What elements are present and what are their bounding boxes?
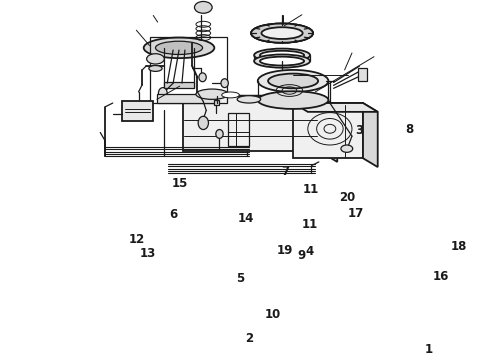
Polygon shape	[363, 103, 378, 167]
Ellipse shape	[251, 23, 313, 43]
Bar	[149, 37, 227, 103]
Text: 13: 13	[140, 247, 156, 260]
Ellipse shape	[254, 49, 310, 62]
Polygon shape	[319, 96, 337, 162]
Text: 17: 17	[347, 207, 364, 220]
Text: 12: 12	[128, 233, 145, 247]
Text: 20: 20	[340, 191, 356, 204]
Ellipse shape	[144, 37, 214, 58]
Polygon shape	[183, 96, 319, 151]
Text: 5: 5	[236, 272, 244, 285]
Ellipse shape	[268, 73, 318, 88]
Bar	[228, 113, 249, 146]
Text: 15: 15	[172, 177, 188, 190]
Text: 6: 6	[170, 208, 178, 221]
Ellipse shape	[237, 96, 261, 103]
Text: 11: 11	[302, 218, 318, 231]
Text: 16: 16	[433, 270, 449, 283]
Ellipse shape	[341, 145, 353, 152]
Ellipse shape	[262, 27, 303, 39]
Text: 4: 4	[306, 245, 314, 258]
Ellipse shape	[216, 130, 223, 138]
Ellipse shape	[258, 91, 328, 109]
Polygon shape	[183, 96, 337, 107]
Text: 9: 9	[298, 249, 306, 262]
Ellipse shape	[149, 66, 162, 71]
Text: 8: 8	[405, 123, 414, 136]
Bar	[157, 94, 216, 103]
Ellipse shape	[254, 54, 310, 68]
Ellipse shape	[198, 116, 208, 130]
Ellipse shape	[251, 23, 313, 43]
Text: 7: 7	[282, 165, 290, 178]
Bar	[214, 100, 220, 104]
Ellipse shape	[158, 87, 167, 99]
Ellipse shape	[196, 89, 228, 99]
Ellipse shape	[195, 1, 212, 13]
Text: 18: 18	[450, 240, 467, 253]
Text: 19: 19	[277, 244, 293, 257]
Text: 11: 11	[303, 183, 319, 195]
Ellipse shape	[221, 79, 228, 87]
Ellipse shape	[258, 70, 328, 92]
Ellipse shape	[221, 92, 239, 98]
Text: 1: 1	[425, 343, 433, 356]
Ellipse shape	[260, 57, 304, 66]
Ellipse shape	[260, 51, 304, 60]
Ellipse shape	[155, 41, 202, 54]
Bar	[358, 68, 367, 81]
Text: 3: 3	[355, 124, 364, 137]
Bar	[122, 101, 153, 121]
Polygon shape	[293, 103, 378, 112]
Bar	[164, 82, 194, 88]
Polygon shape	[293, 103, 363, 158]
Text: 10: 10	[265, 308, 281, 321]
Text: 2: 2	[245, 332, 253, 345]
Ellipse shape	[147, 54, 164, 64]
Text: 14: 14	[238, 212, 254, 225]
Ellipse shape	[199, 73, 206, 82]
